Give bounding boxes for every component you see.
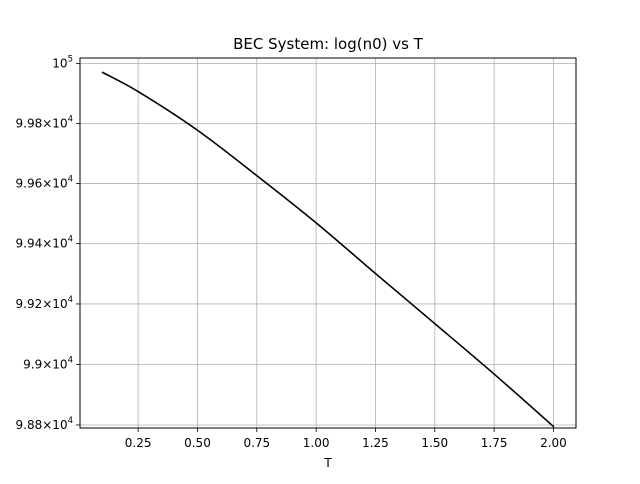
y-tick-label: 9.96×104	[16, 174, 73, 190]
plot-area	[80, 58, 576, 428]
x-tick-label: 0.75	[243, 436, 270, 450]
x-tick-label: 2.00	[540, 436, 567, 450]
x-axis-ticks: 0.25 0.50 0.75 1.00 1.25 1.50 1.75 2.00	[125, 428, 567, 450]
x-tick-label: 1.25	[362, 436, 389, 450]
y-tick-label: 105	[52, 54, 73, 70]
grid-lines	[80, 58, 576, 428]
x-tick-label: 1.50	[421, 436, 448, 450]
y-tick-label: 9.88×104	[16, 416, 73, 432]
y-axis-ticks: 105 9.98×104 9.96×104 9.94×104 9.92×104 9.9×1…	[16, 54, 80, 432]
series-layer	[101, 71, 555, 428]
x-axis-label: T	[323, 456, 332, 470]
x-tick-label: 1.75	[481, 436, 508, 450]
x-tick-label: 0.50	[184, 436, 211, 450]
x-tick-label: 1.00	[303, 436, 330, 450]
y-tick-label: 9.9×104	[23, 355, 73, 371]
chart-title: BEC System: log(n0) vs T	[233, 35, 424, 53]
series-line	[101, 71, 555, 428]
y-tick-label: 9.92×104	[16, 295, 73, 311]
plot-frame	[79, 57, 577, 429]
x-tick-label: 0.25	[125, 436, 152, 450]
y-tick-label: 9.94×104	[16, 235, 73, 251]
y-tick-label: 9.98×104	[16, 114, 73, 130]
